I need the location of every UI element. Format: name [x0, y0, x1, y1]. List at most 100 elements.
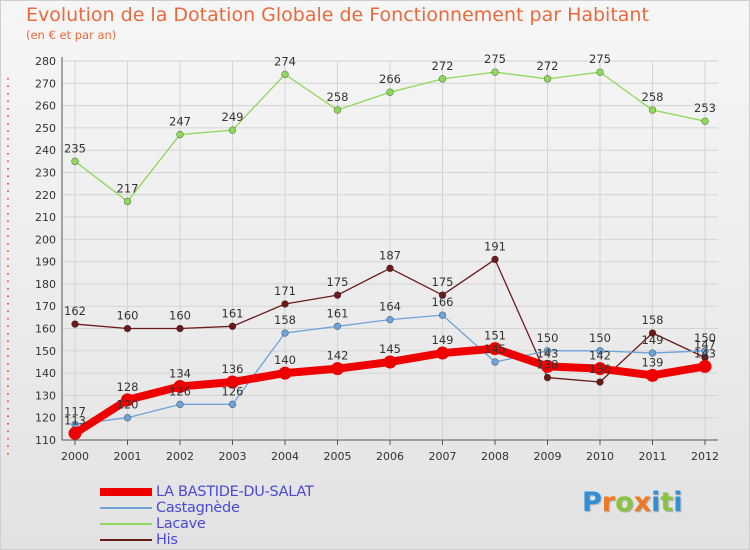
legend-label: Castagnède: [156, 500, 240, 516]
legend-swatch: [100, 507, 152, 509]
data-point: [228, 400, 237, 409]
data-label: 145: [484, 342, 506, 356]
logo-letter: t: [660, 487, 674, 518]
data-label: 249: [222, 110, 244, 124]
data-point: [596, 347, 604, 355]
proxiti-logo: Proxiti: [582, 487, 683, 518]
x-tick-label: 2006: [376, 450, 404, 463]
data-label: 138: [537, 358, 559, 372]
data-point: [436, 346, 449, 360]
x-tick-label: 2005: [324, 450, 352, 463]
data-label: 113: [64, 413, 86, 427]
data-point: [541, 359, 554, 373]
data-label: 150: [694, 331, 716, 345]
data-point: [331, 362, 344, 376]
data-label: 147: [694, 338, 716, 352]
y-tick-label: 110: [35, 434, 56, 447]
data-label: 175: [432, 275, 454, 289]
x-tick-label: 2010: [586, 450, 614, 463]
y-tick-label: 250: [35, 122, 56, 135]
data-label: 272: [537, 59, 559, 73]
data-label: 150: [537, 331, 559, 345]
y-tick-label: 220: [35, 189, 56, 202]
data-label: 149: [642, 333, 664, 347]
data-label: 258: [642, 90, 664, 104]
data-label: 217: [117, 181, 139, 195]
data-point: [491, 358, 499, 366]
logo-letter: i: [651, 487, 661, 518]
data-label: 143: [537, 346, 559, 360]
legend-swatch: [100, 523, 152, 525]
data-point: [543, 373, 552, 382]
data-label: 166: [432, 295, 454, 309]
data-label: 143: [694, 346, 716, 360]
y-tick-label: 280: [35, 55, 56, 68]
x-tick-label: 2001: [114, 450, 142, 463]
chart-subtitle: (en € et par an): [26, 28, 117, 42]
data-point: [438, 311, 447, 319]
data-label: 191: [484, 239, 506, 253]
y-tick-label: 230: [35, 166, 56, 179]
data-label: 187: [379, 248, 401, 262]
data-point: [228, 322, 237, 330]
data-point: [68, 426, 82, 440]
y-tick-label: 210: [35, 211, 56, 224]
data-label: 158: [642, 313, 664, 327]
data-label: 126: [169, 384, 191, 398]
data-point: [123, 197, 132, 206]
data-point: [121, 393, 134, 407]
data-point: [281, 300, 289, 308]
x-tick-label: 2011: [639, 450, 667, 463]
x-tick-label: 2008: [481, 450, 509, 463]
data-label: 275: [589, 52, 611, 66]
data-point: [281, 70, 289, 79]
y-tick-label: 270: [35, 77, 56, 90]
data-point: [701, 117, 709, 125]
data-point: [226, 375, 239, 389]
data-point: [438, 75, 447, 83]
y-tick-label: 150: [35, 345, 56, 358]
data-label: 275: [484, 52, 506, 66]
data-point: [386, 88, 394, 96]
data-point: [701, 347, 709, 355]
data-label: 171: [274, 284, 296, 298]
y-tick-label: 130: [35, 389, 56, 402]
data-label: 274: [274, 54, 296, 68]
logo-letter: i: [673, 487, 683, 518]
data-label: 136: [589, 362, 611, 376]
data-label: 126: [222, 384, 244, 398]
x-tick-label: 2004: [271, 450, 299, 463]
y-tick-label: 240: [35, 144, 56, 157]
data-label: 161: [222, 306, 244, 320]
data-label: 253: [694, 101, 716, 115]
data-point: [491, 255, 499, 264]
data-label: 258: [327, 90, 349, 104]
y-tick-label: 170: [35, 300, 56, 313]
data-label: 142: [589, 349, 611, 363]
data-label: 136: [222, 362, 244, 376]
data-point: [333, 106, 342, 114]
data-point: [646, 368, 659, 382]
data-label: 247: [169, 115, 191, 129]
x-tick-label: 2007: [429, 450, 457, 463]
data-point: [123, 414, 132, 422]
data-label: 142: [327, 349, 349, 363]
y-tick-label: 160: [35, 323, 56, 336]
data-point: [176, 400, 184, 409]
data-point: [386, 315, 394, 324]
legend-label: His: [156, 532, 178, 548]
data-point: [71, 320, 79, 328]
data-label: 139: [642, 355, 664, 369]
y-tick-label: 190: [35, 256, 56, 269]
y-tick-label: 140: [35, 367, 56, 380]
data-label: 160: [169, 309, 191, 323]
y-tick-label: 200: [35, 233, 56, 246]
legend-label: Lacave: [156, 516, 206, 532]
data-point: [596, 378, 604, 386]
data-label: 161: [327, 306, 349, 320]
data-point: [438, 291, 447, 299]
data-point: [228, 126, 237, 134]
data-point: [491, 68, 499, 76]
data-point: [281, 329, 289, 337]
logo-letter: P: [582, 487, 602, 518]
